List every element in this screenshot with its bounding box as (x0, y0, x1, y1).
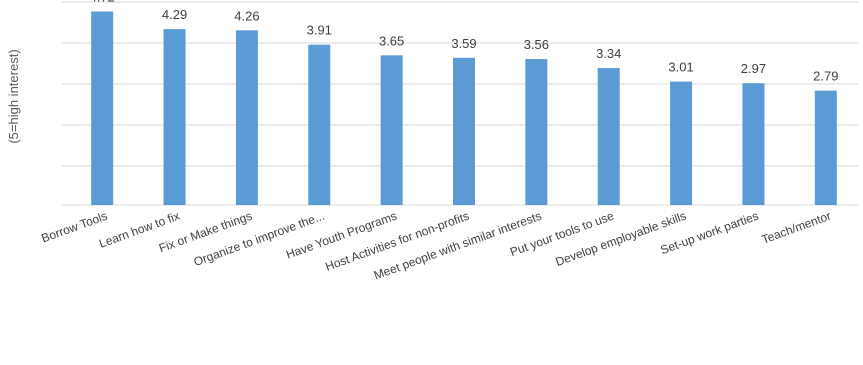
data-label: 4.29 (162, 7, 187, 22)
bar (235, 30, 258, 206)
data-label: 4.72 (90, 0, 115, 4)
bar (380, 55, 403, 205)
data-label: 3.34 (596, 46, 621, 61)
y-axis-label: (5=high interest) (6, 49, 21, 143)
data-label: 3.65 (379, 33, 404, 48)
x-tick-label: Organize to improve the... (192, 209, 327, 269)
bar (91, 11, 114, 206)
bar (525, 59, 548, 205)
bar (670, 81, 693, 205)
x-tick-label: Develop employable skills (554, 209, 689, 269)
data-label: 3.01 (668, 60, 693, 75)
bar (163, 29, 186, 205)
bar (453, 57, 475, 206)
x-tick-label: Teach/mentor (760, 209, 833, 247)
data-label: 3.91 (307, 23, 332, 38)
bar (308, 44, 331, 205)
data-label: 4.26 (234, 8, 259, 23)
data-label: 3.59 (451, 36, 476, 51)
data-label: 2.97 (741, 61, 766, 76)
bar (597, 68, 620, 205)
bar (742, 83, 765, 205)
data-label: 3.56 (524, 37, 549, 52)
bars (91, 11, 837, 206)
data-labels: 4.72 4.29 4.26 3.91 3.65 3.59 3.56 3.34 3.01 2.97… (90, 0, 839, 84)
bar (814, 90, 837, 205)
data-label: 2.79 (813, 69, 838, 84)
